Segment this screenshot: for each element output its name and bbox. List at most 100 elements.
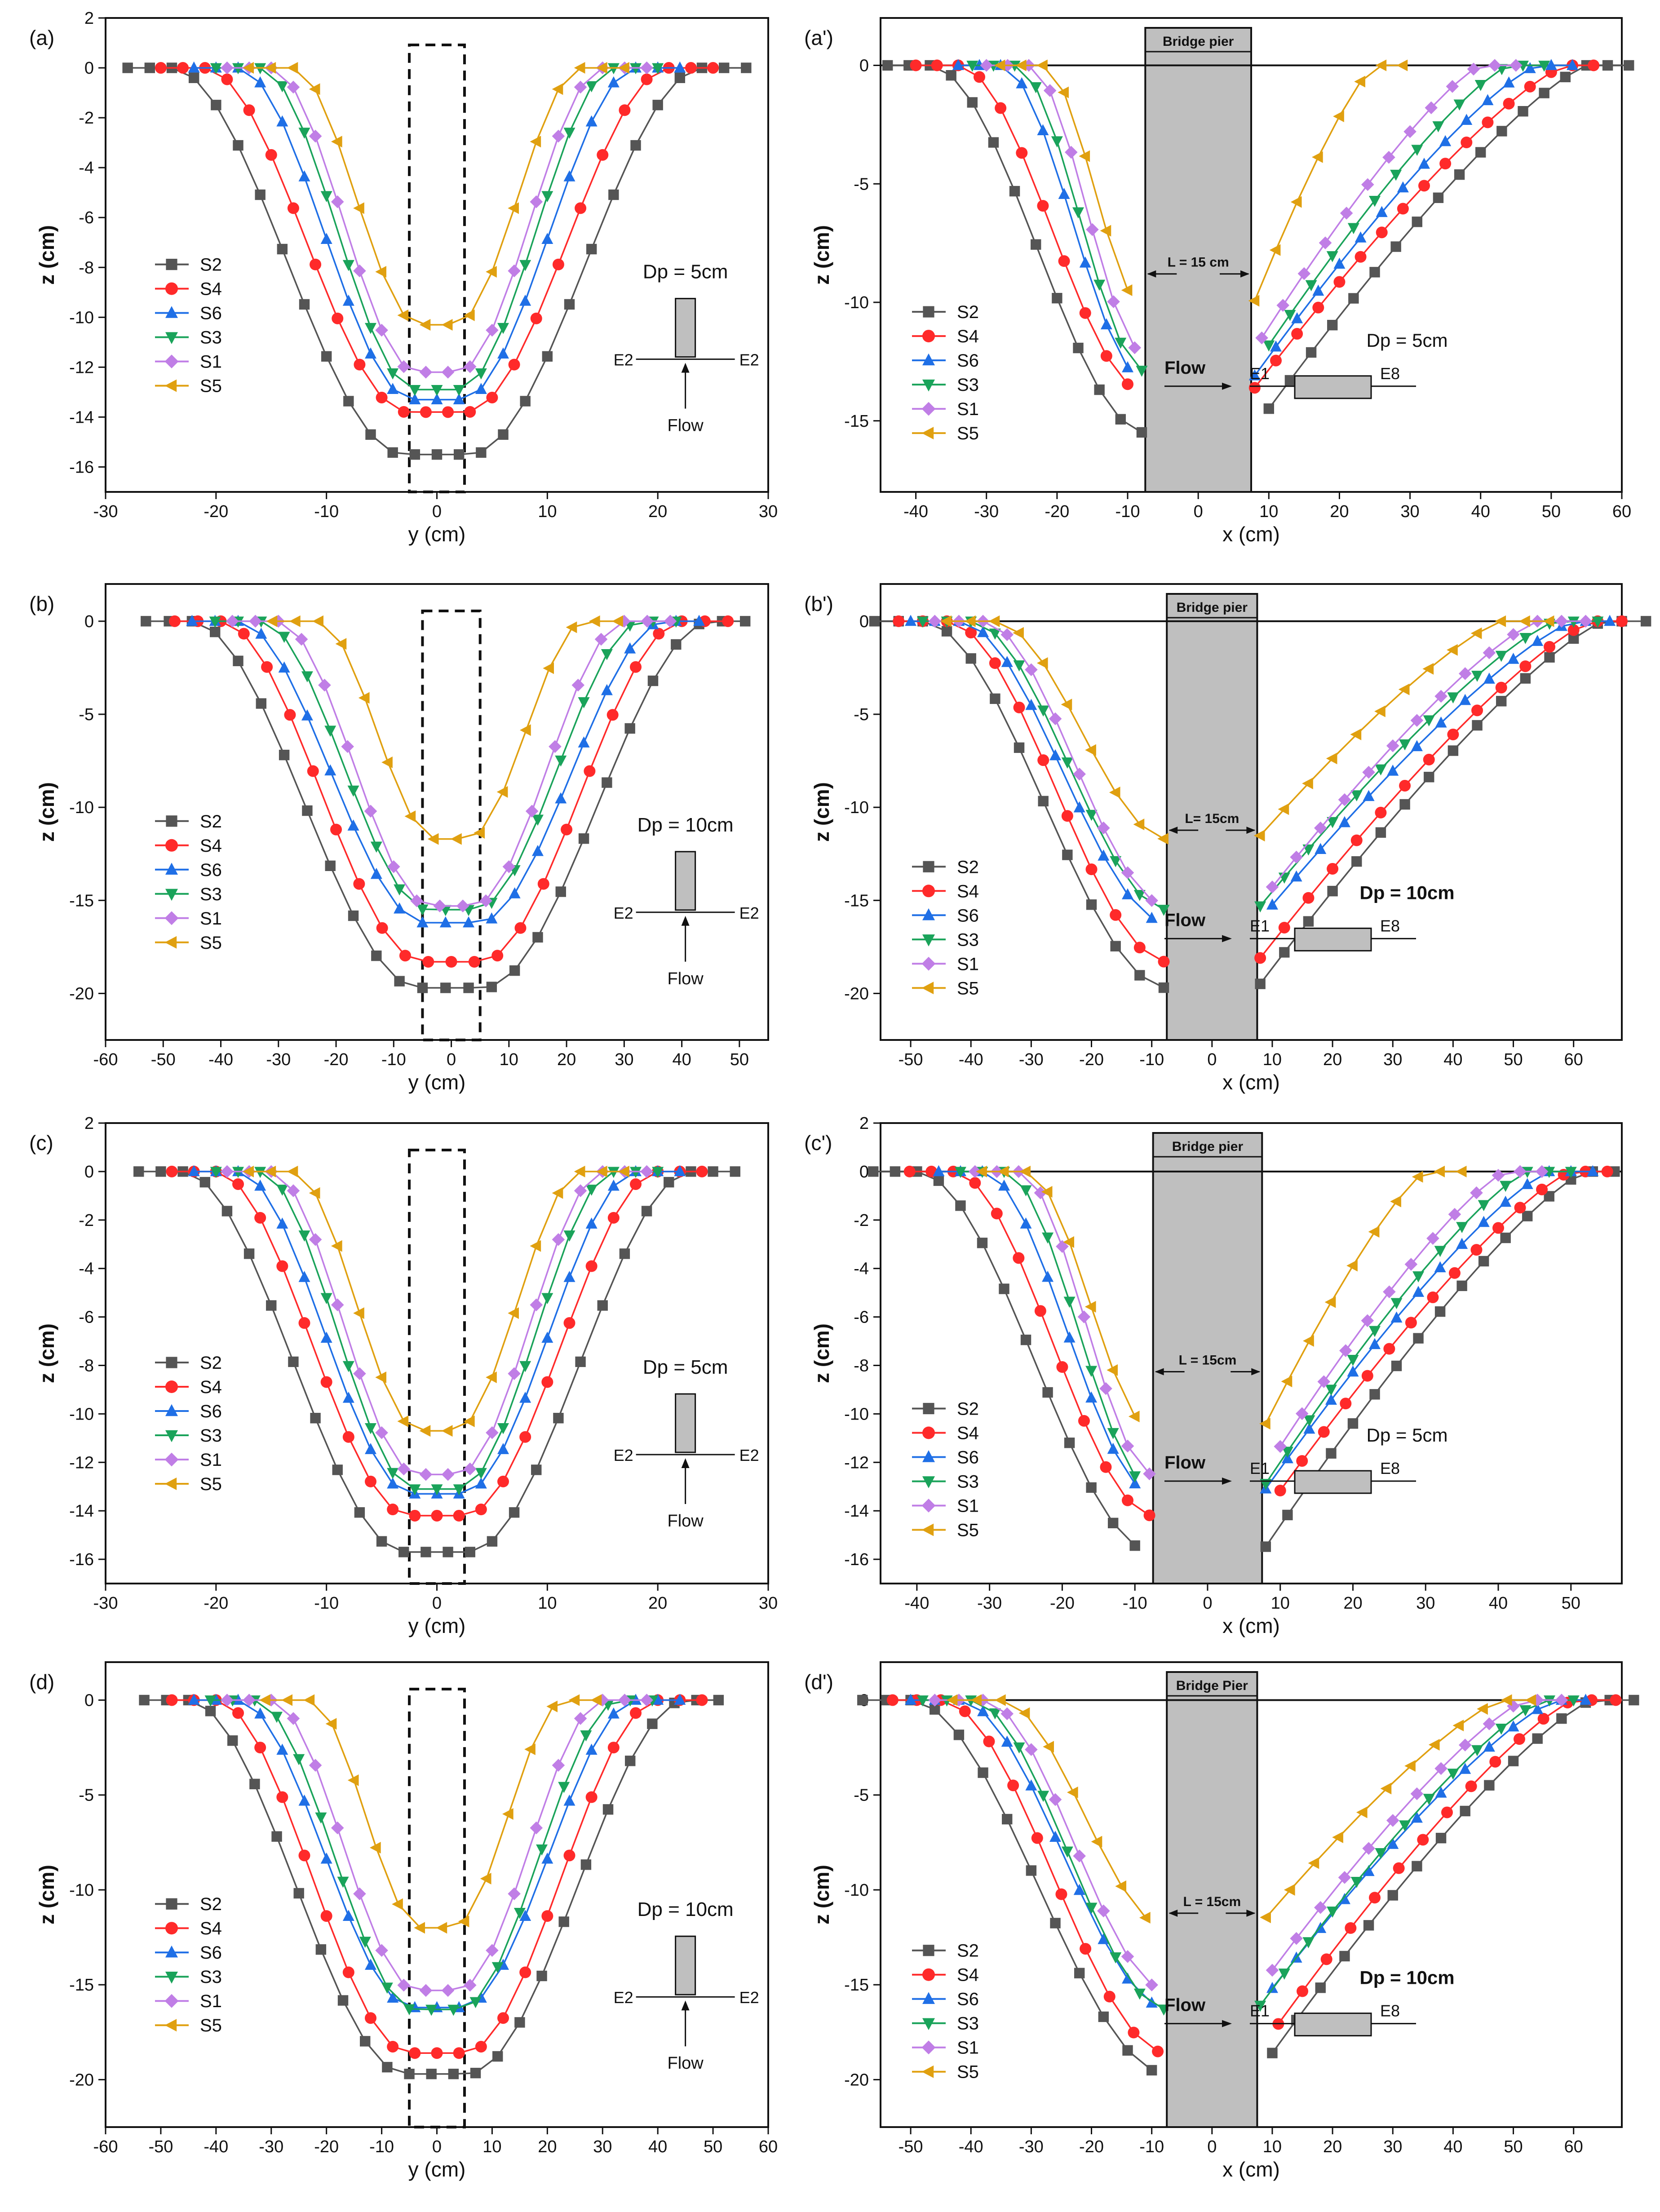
dp-label: Dp = 10cm [1359,1967,1454,1988]
data-point-S2 [188,72,199,83]
inset-label-E1: E1 [1250,916,1270,935]
data-point-S6 [1073,801,1085,813]
data-point-S4 [475,2040,487,2053]
data-point-S6 [578,736,590,748]
data-point-S2 [337,1995,349,2006]
data-point-S5 [335,638,347,650]
data-point-S1 [463,1462,477,1476]
data-point-S1 [1514,1165,1527,1178]
data-point-S2 [1348,293,1359,304]
data-point-S4 [486,391,498,403]
data-point-S2 [1500,1232,1511,1243]
data-point-S2 [211,100,221,111]
pier-label: Bridge Pier [1176,1678,1248,1693]
data-point-S2 [531,1464,542,1475]
data-point-S3 [497,323,509,334]
legend: S2 S4 S6 S3 S1 S5 [912,1399,979,1540]
x-tick-label: -30 [974,502,999,521]
data-point-S1 [1274,1440,1287,1453]
data-point-S1 [221,1694,234,1707]
bridge-pier [1144,27,1252,493]
data-point-S4 [422,956,434,968]
x-tick-label: -40 [959,1050,983,1069]
data-point-S1 [574,80,587,94]
data-point-S4 [287,202,299,214]
data-point-S5 [441,1425,453,1437]
legend-marker-S5 [164,936,177,949]
data-point-S6 [1435,1786,1447,1798]
data-point-S1 [1121,1439,1134,1453]
data-point-S5 [289,615,301,627]
data-point-S2 [1484,1780,1495,1791]
data-point-S2 [1303,916,1314,927]
data-point-S4 [376,391,388,403]
data-point-S5 [566,621,577,633]
data-point-S4 [1291,328,1303,340]
data-point-S1 [1025,1743,1038,1756]
legend-label-S4: S4 [957,1424,979,1443]
data-point-S5 [1324,1296,1336,1308]
data-point-S3 [342,1361,354,1372]
y-tick-label: -20 [69,984,94,1003]
data-point-S6 [254,76,266,88]
x-tick-label: -20 [1045,502,1069,521]
data-point-S4 [519,1966,531,1978]
data-point-S2 [1456,1280,1467,1291]
x-tick-label: 30 [1383,1050,1402,1069]
data-point-S4 [607,1212,620,1224]
data-point-S3 [1136,366,1148,377]
data-point-S2 [739,616,751,627]
data-point-S6 [998,1179,1010,1191]
data-point-S1 [1383,1285,1396,1298]
data-point-S2 [1094,384,1105,395]
data-point-S6 [1521,1178,1533,1189]
data-point-S6 [1025,699,1037,710]
data-point-S6 [365,1959,376,1970]
data-point-S2 [1031,239,1041,250]
data-point-S4 [1274,1485,1286,1497]
data-point-S6 [365,347,376,359]
data-point-S1 [353,1367,366,1380]
data-point-S4 [893,615,905,627]
data-point-S2 [1122,2045,1133,2056]
dp-label: Dp = 5cm [1367,330,1448,351]
data-point-S3 [298,1230,310,1242]
data-point-S5 [520,724,531,736]
series-S5 [946,1694,1536,1924]
data-point-S3 [1072,207,1084,219]
data-point-S5 [1036,657,1048,669]
legend-marker-S1 [921,402,936,416]
data-point-S6 [607,76,620,88]
data-point-S1 [1297,267,1311,280]
data-point-S3 [1471,671,1483,682]
dp-label: Dp = 5cm [1367,1425,1448,1446]
bridge-pier [1166,1671,1258,2128]
x-tick-label: 60 [1564,2137,1583,2156]
data-point-S5 [574,1165,585,1177]
data-point-S6 [439,916,452,928]
data-point-S3 [1453,99,1465,111]
data-point-S2 [1544,1191,1554,1202]
data-point-S1 [375,1426,388,1439]
data-point-S4 [1302,892,1315,904]
data-point-S1 [552,1759,565,1772]
data-point-S6 [1459,694,1471,705]
data-point-S3 [320,1293,332,1305]
series-S5 [259,1694,602,1934]
data-point-S5 [1404,1760,1416,1772]
data-point-S3 [585,1185,598,1196]
y-tick-label: -10 [844,293,869,312]
data-point-S1 [463,360,477,373]
data-point-S3 [652,63,664,75]
data-point-S5 [1368,1226,1380,1238]
inset-pier [1294,375,1372,399]
data-point-S4 [497,1475,509,1487]
data-point-S1 [287,80,300,94]
y-tick-label: -14 [844,1502,869,1521]
data-point-S5 [1139,1911,1151,1924]
data-point-S2 [332,1464,343,1475]
data-point-S4 [1133,942,1146,954]
data-point-S4 [563,1849,575,1862]
data-point-S2 [1460,1805,1470,1817]
data-point-S2 [465,1547,475,1557]
